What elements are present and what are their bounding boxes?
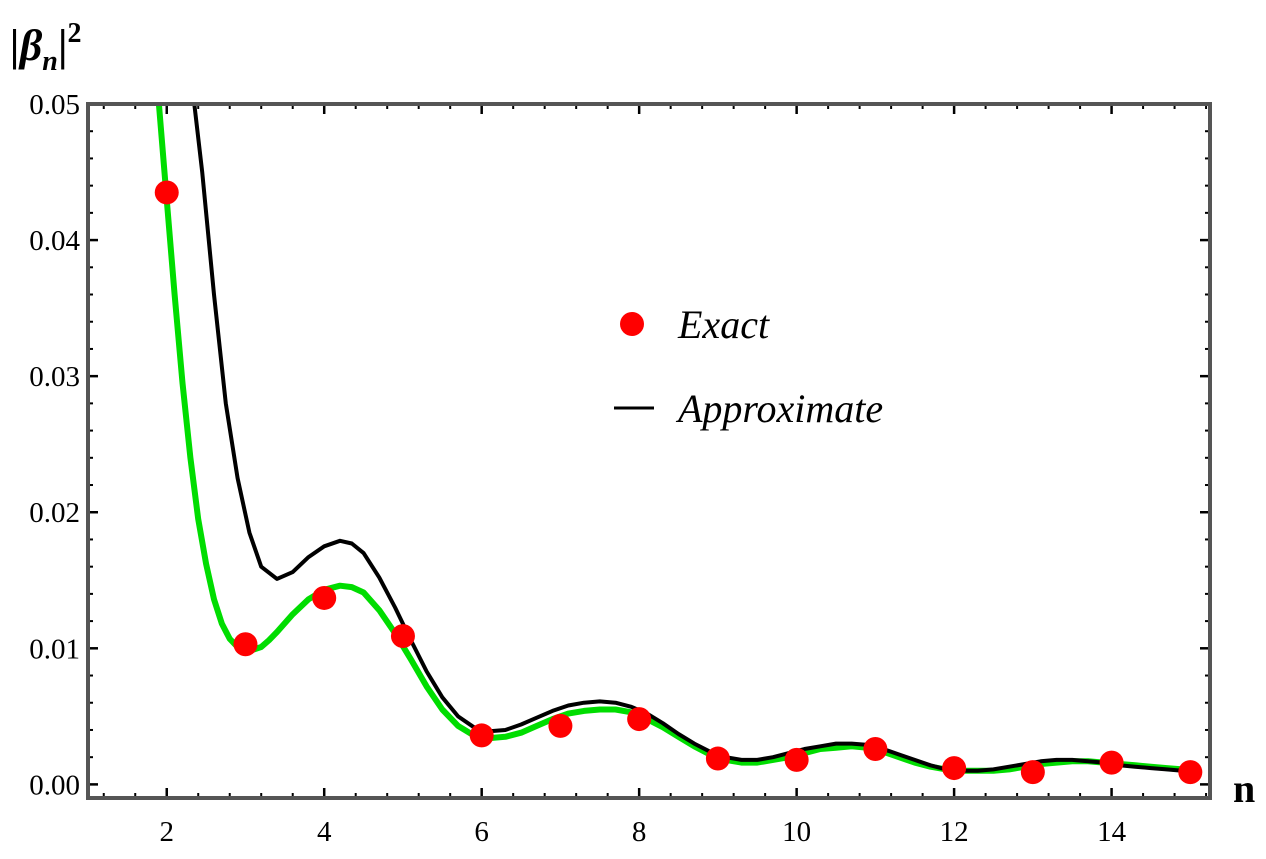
exact-data-point	[942, 756, 967, 781]
legend: Exact Approximate	[614, 302, 883, 431]
y-tick-label: 0.02	[29, 497, 80, 529]
y-tick-label: 0.04	[29, 225, 80, 257]
x-tick-label: 8	[632, 816, 647, 848]
fit-curve-line	[155, 104, 1194, 774]
y-axis-title: |βn|2	[10, 18, 82, 77]
exact-data-point	[390, 624, 415, 649]
x-tick-label: 4	[317, 816, 332, 848]
x-tick-labels: 2 4 6 8 10 12 14	[159, 816, 1126, 848]
plot-frame	[86, 102, 1212, 800]
y-tick-label: 0.05	[29, 89, 80, 121]
x-tick-label: 14	[1097, 816, 1127, 848]
exact-data-point	[1099, 750, 1124, 775]
exact-data-point	[784, 747, 809, 772]
legend-exact-marker	[620, 312, 644, 336]
exact-data-point	[1020, 760, 1045, 785]
series-layer	[154, 104, 1203, 785]
minor-ticks	[88, 104, 1210, 798]
y-axis-title-sup: 2	[68, 18, 82, 49]
legend-approximate-label: Approximate	[675, 386, 883, 431]
y-tick-label: 0.00	[29, 769, 80, 801]
y-tick-label: 0.03	[29, 361, 80, 393]
exact-data-point	[1178, 760, 1203, 785]
y-axis-title-close: |	[58, 21, 68, 70]
x-tick-label: 2	[159, 816, 174, 848]
y-axis-title-sub: n	[42, 46, 58, 77]
exact-data-point	[312, 585, 337, 610]
exact-data-point	[469, 723, 494, 748]
exact-data-point	[863, 737, 888, 762]
legend-exact-label: Exact	[677, 302, 770, 347]
approximate-curve-line	[192, 104, 1193, 773]
x-tick-label: 10	[782, 816, 811, 848]
x-axis-title: n	[1233, 766, 1255, 811]
major-ticks	[88, 102, 1210, 798]
y-tick-labels: 0.00 0.01 0.02 0.03 0.04 0.05	[29, 89, 80, 801]
exact-data-point	[705, 746, 730, 771]
exact-data-point	[548, 713, 573, 738]
y-tick-label: 0.01	[29, 633, 80, 665]
y-axis-title-base: |β	[10, 21, 43, 70]
exact-data-point	[627, 707, 652, 732]
exact-data-point	[233, 632, 258, 657]
exact-data-point	[154, 180, 179, 205]
x-tick-label: 6	[474, 816, 489, 848]
x-tick-label: 12	[940, 816, 969, 848]
